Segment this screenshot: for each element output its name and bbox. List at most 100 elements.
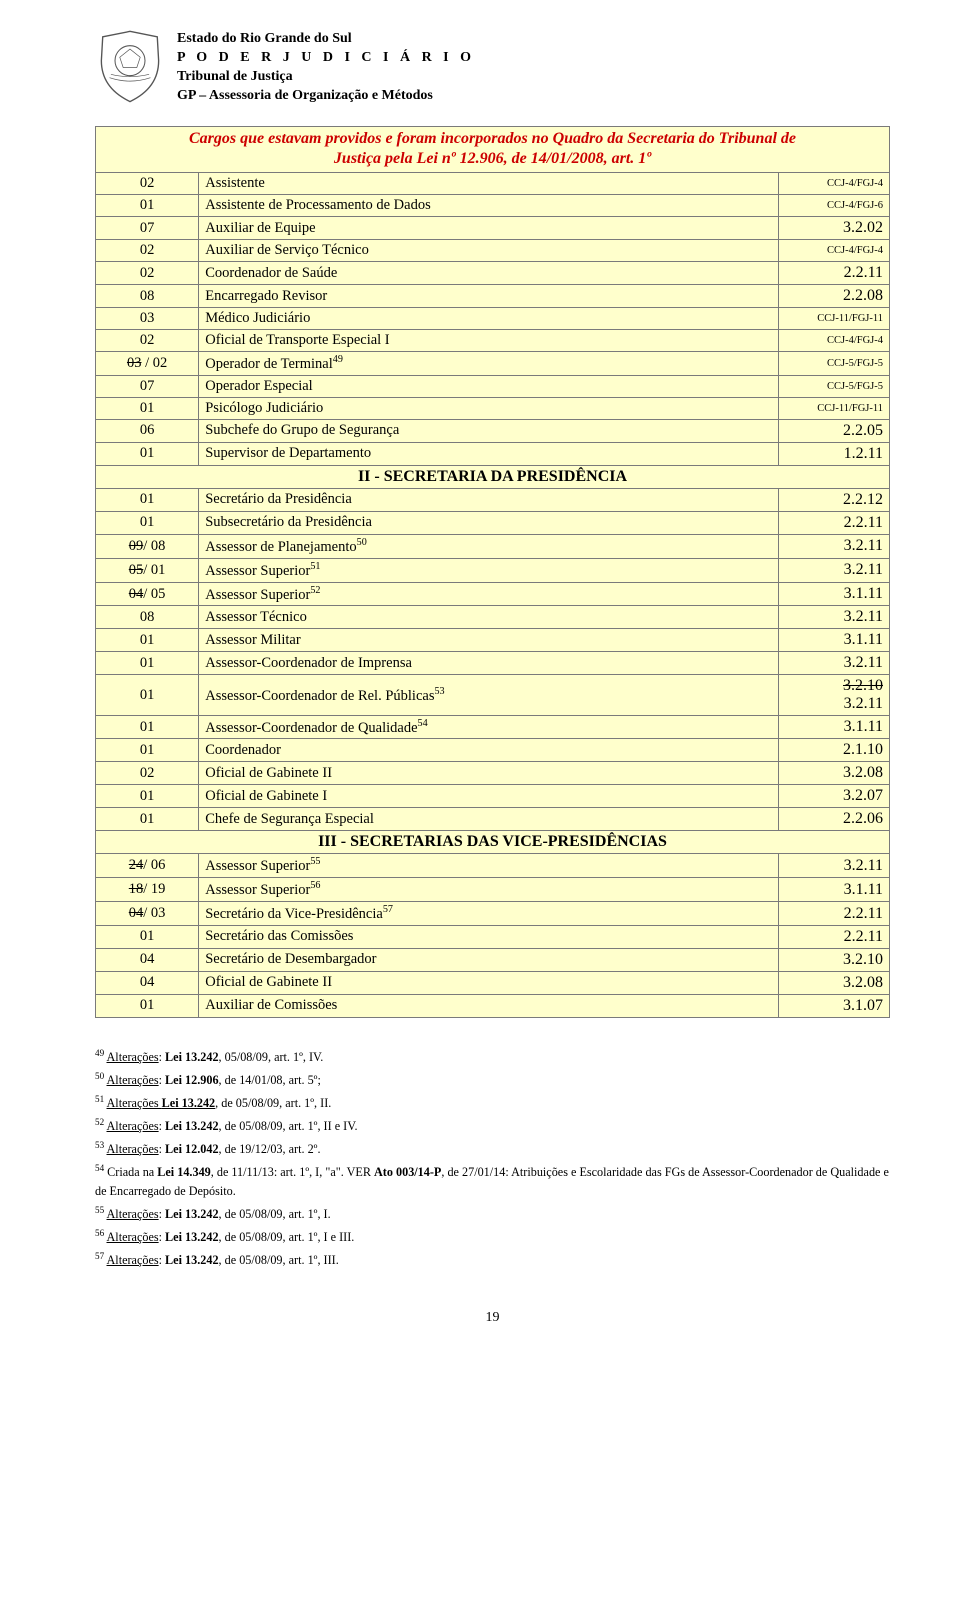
code-cell: 2.2.05	[778, 419, 889, 442]
table-row: 04/ 05Assessor Superior523.1.11	[96, 582, 890, 606]
qty-cell: 05/ 01	[96, 558, 199, 582]
table-row: 02Oficial de Transporte Especial ICCJ-4/…	[96, 330, 890, 352]
cargo-cell: Secretário de Desembargador	[199, 948, 779, 971]
title-row: Cargos que estavam providos e foram inco…	[96, 126, 890, 173]
footnote: 56 Alterações: Lei 13.242, de 05/08/09, …	[95, 1226, 890, 1247]
code-cell: 3.1.11	[778, 582, 889, 606]
table-row: 09/ 08Assessor de Planejamento503.2.11	[96, 534, 890, 558]
qty-cell: 07	[96, 375, 199, 397]
qty-cell: 03	[96, 308, 199, 330]
header-line-3: Tribunal de Justiça	[177, 68, 475, 87]
qty-cell: 08	[96, 285, 199, 308]
code-cell: CCJ-4/FGJ-4	[778, 173, 889, 195]
footnote: 50 Alterações: Lei 12.906, de 14/01/08, …	[95, 1069, 890, 1090]
qty-cell: 01	[96, 925, 199, 948]
table-row: 02Auxiliar de Serviço TécnicoCCJ-4/FGJ-4	[96, 240, 890, 262]
cargo-cell: Chefe de Segurança Especial	[199, 808, 779, 831]
qty-cell: 01	[96, 715, 199, 739]
cargo-cell: Auxiliar de Equipe	[199, 217, 779, 240]
code-cell: CCJ-5/FGJ-5	[778, 375, 889, 397]
cargo-cell: Assistente de Processamento de Dados	[199, 195, 779, 217]
cargo-cell: Secretário da Presidência	[199, 488, 779, 511]
code-cell: 2.2.11	[778, 902, 889, 926]
footnote: 55 Alterações: Lei 13.242, de 05/08/09, …	[95, 1203, 890, 1224]
cargo-cell: Supervisor de Departamento	[199, 442, 779, 465]
footnote: 52 Alterações: Lei 13.242, de 05/08/09, …	[95, 1115, 890, 1136]
cargo-cell: Médico Judiciário	[199, 308, 779, 330]
code-cell: CCJ-4/FGJ-4	[778, 330, 889, 352]
code-cell: 3.1.11	[778, 878, 889, 902]
code-cell: 2.2.11	[778, 262, 889, 285]
table-row: 01Assessor Militar3.1.11	[96, 629, 890, 652]
code-cell: CCJ-11/FGJ-11	[778, 308, 889, 330]
cargo-cell: Assessor Técnico	[199, 606, 779, 629]
cargo-cell: Oficial de Gabinete II	[199, 971, 779, 994]
qty-cell: 02	[96, 262, 199, 285]
code-cell: 3.2.08	[778, 762, 889, 785]
table-row: 03 / 02Operador de Terminal49CCJ-5/FGJ-5	[96, 352, 890, 376]
table-row: 04/ 03Secretário da Vice-Presidência572.…	[96, 902, 890, 926]
cargo-cell: Auxiliar de Serviço Técnico	[199, 240, 779, 262]
table-row: 01Coordenador2.1.10	[96, 739, 890, 762]
qty-cell: 01	[96, 675, 199, 715]
code-cell: 3.2.103.2.11	[778, 675, 889, 715]
footnote: 49 Alterações: Lei 13.242, 05/08/09, art…	[95, 1046, 890, 1067]
table-row: 01Oficial de Gabinete I3.2.07	[96, 785, 890, 808]
qty-cell: 01	[96, 629, 199, 652]
header-line-4: GP – Assessoria de Organização e Métodos	[177, 87, 475, 106]
table-row: 04Oficial de Gabinete II3.2.08	[96, 971, 890, 994]
qty-cell: 18/ 19	[96, 878, 199, 902]
cargo-cell: Psicólogo Judiciário	[199, 397, 779, 419]
cargo-cell: Assessor-Coordenador de Qualidade54	[199, 715, 779, 739]
code-cell: CCJ-5/FGJ-5	[778, 352, 889, 376]
cargo-cell: Oficial de Transporte Especial I	[199, 330, 779, 352]
cargo-cell: Secretário da Vice-Presidência57	[199, 902, 779, 926]
header-line-1: Estado do Rio Grande do Sul	[177, 30, 475, 49]
page-header: Estado do Rio Grande do Sul P O D E R J …	[95, 30, 890, 106]
header-line-2: P O D E R J U D I C I Á R I O	[177, 49, 475, 68]
qty-cell: 24/ 06	[96, 854, 199, 878]
table-row: 01Subsecretário da Presidência2.2.11	[96, 511, 890, 534]
table-row: 07Operador EspecialCCJ-5/FGJ-5	[96, 375, 890, 397]
code-cell: 2.1.10	[778, 739, 889, 762]
cargo-cell: Oficial de Gabinete I	[199, 785, 779, 808]
code-cell: 2.2.12	[778, 488, 889, 511]
cargo-cell: Assessor de Planejamento50	[199, 534, 779, 558]
code-cell: 3.1.11	[778, 629, 889, 652]
table-row: 07Auxiliar de Equipe3.2.02	[96, 217, 890, 240]
qty-cell: 01	[96, 442, 199, 465]
table-row: 01Assessor-Coordenador de Imprensa3.2.11	[96, 652, 890, 675]
table-row: 04Secretário de Desembargador3.2.10	[96, 948, 890, 971]
cargo-cell: Encarregado Revisor	[199, 285, 779, 308]
cargo-cell: Auxiliar de Comissões	[199, 994, 779, 1017]
page-number: 19	[95, 1310, 890, 1326]
table-row: 01Supervisor de Departamento1.2.11	[96, 442, 890, 465]
qty-cell: 01	[96, 785, 199, 808]
qty-cell: 04	[96, 971, 199, 994]
cargo-cell: Coordenador	[199, 739, 779, 762]
cargo-cell: Assessor-Coordenador de Rel. Públicas53	[199, 675, 779, 715]
table-row: 01Assistente de Processamento de DadosCC…	[96, 195, 890, 217]
header-text-block: Estado do Rio Grande do Sul P O D E R J …	[177, 30, 475, 106]
qty-cell: 04	[96, 948, 199, 971]
table-row: 01Psicólogo JudiciárioCCJ-11/FGJ-11	[96, 397, 890, 419]
cargo-cell: Assessor Militar	[199, 629, 779, 652]
qty-cell: 02	[96, 762, 199, 785]
state-emblem-icon	[95, 30, 165, 105]
code-cell: 2.2.11	[778, 925, 889, 948]
table-row: 08Assessor Técnico3.2.11	[96, 606, 890, 629]
qty-cell: 02	[96, 240, 199, 262]
qty-cell: 01	[96, 195, 199, 217]
cargo-cell: Assessor Superior51	[199, 558, 779, 582]
page: Estado do Rio Grande do Sul P O D E R J …	[0, 0, 960, 1356]
cargo-cell: Operador de Terminal49	[199, 352, 779, 376]
code-cell: 3.2.11	[778, 606, 889, 629]
footnote: 51 Alterações Lei 13.242, de 05/08/09, a…	[95, 1092, 890, 1113]
code-cell: 3.2.11	[778, 558, 889, 582]
cargo-cell: Secretário das Comissões	[199, 925, 779, 948]
section-2-header: II - SECRETARIA DA PRESIDÊNCIA	[96, 465, 890, 488]
qty-cell: 03 / 02	[96, 352, 199, 376]
qty-cell: 09/ 08	[96, 534, 199, 558]
table-row: 01Secretário da Presidência2.2.12	[96, 488, 890, 511]
table-row: 18/ 19Assessor Superior563.1.11	[96, 878, 890, 902]
